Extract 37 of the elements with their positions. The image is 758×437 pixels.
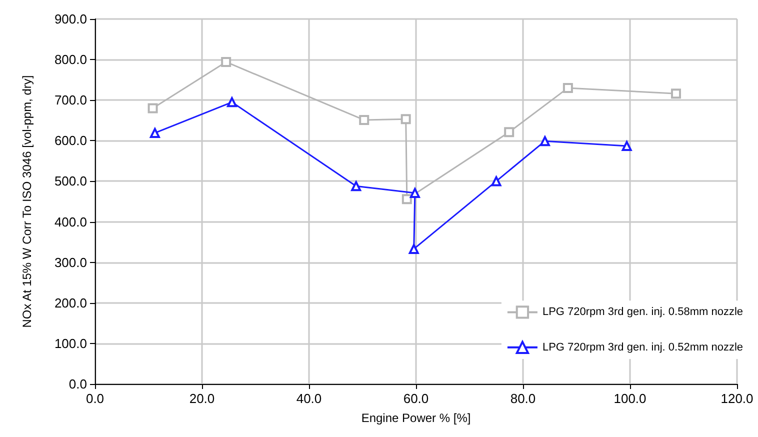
point bbox=[504, 127, 514, 138]
point bbox=[359, 114, 370, 125]
y-axis-title: NOx At 15% W Corr To ISO 3046 [vol-ppm, dry] bbox=[20, 75, 34, 328]
point bbox=[148, 103, 158, 114]
point bbox=[226, 97, 237, 108]
x-tick-label: 80.0 bbox=[510, 391, 536, 406]
point bbox=[351, 181, 362, 192]
point bbox=[562, 82, 573, 93]
point bbox=[408, 244, 419, 254]
point bbox=[540, 136, 550, 146]
point bbox=[221, 56, 232, 67]
y-tick-label: 300.0 bbox=[54, 254, 87, 270]
point bbox=[671, 88, 682, 99]
legend-label: LPG 720rpm 3rd gen. inj. 0.58mm nozzle bbox=[542, 306, 743, 318]
x-tick-label: 40.0 bbox=[296, 391, 322, 406]
x-tick-label: 20.0 bbox=[189, 391, 215, 406]
y-tick-label: 600.0 bbox=[54, 133, 87, 148]
y-tick-label: 400.0 bbox=[54, 214, 87, 230]
y-tick-label: 900.0 bbox=[54, 12, 87, 26]
point bbox=[402, 194, 412, 204]
y-tick-label: 100.0 bbox=[54, 336, 87, 351]
x-axis-title: Engine Power % [%] bbox=[361, 411, 471, 425]
point bbox=[491, 176, 502, 186]
x-tick-label: 120.0 bbox=[720, 391, 754, 406]
point bbox=[622, 140, 632, 151]
y-tick-label: 500.0 bbox=[54, 174, 87, 189]
point bbox=[400, 114, 411, 124]
y-tick-label: 0.0 bbox=[68, 376, 87, 392]
y-tick-label: 800.0 bbox=[54, 52, 87, 68]
x-tick-label: 100.0 bbox=[614, 391, 646, 406]
x-tick-label: 0.0 bbox=[86, 391, 104, 406]
point bbox=[410, 188, 420, 198]
legend-label: LPG 720rpm 3rd gen. inj. 0.52mm nozzle bbox=[542, 341, 743, 354]
y-tick-label: 700.0 bbox=[54, 92, 87, 108]
point bbox=[150, 128, 160, 138]
y-tick-label: 200.0 bbox=[54, 295, 87, 310]
x-tick-label: 60.0 bbox=[403, 391, 429, 406]
